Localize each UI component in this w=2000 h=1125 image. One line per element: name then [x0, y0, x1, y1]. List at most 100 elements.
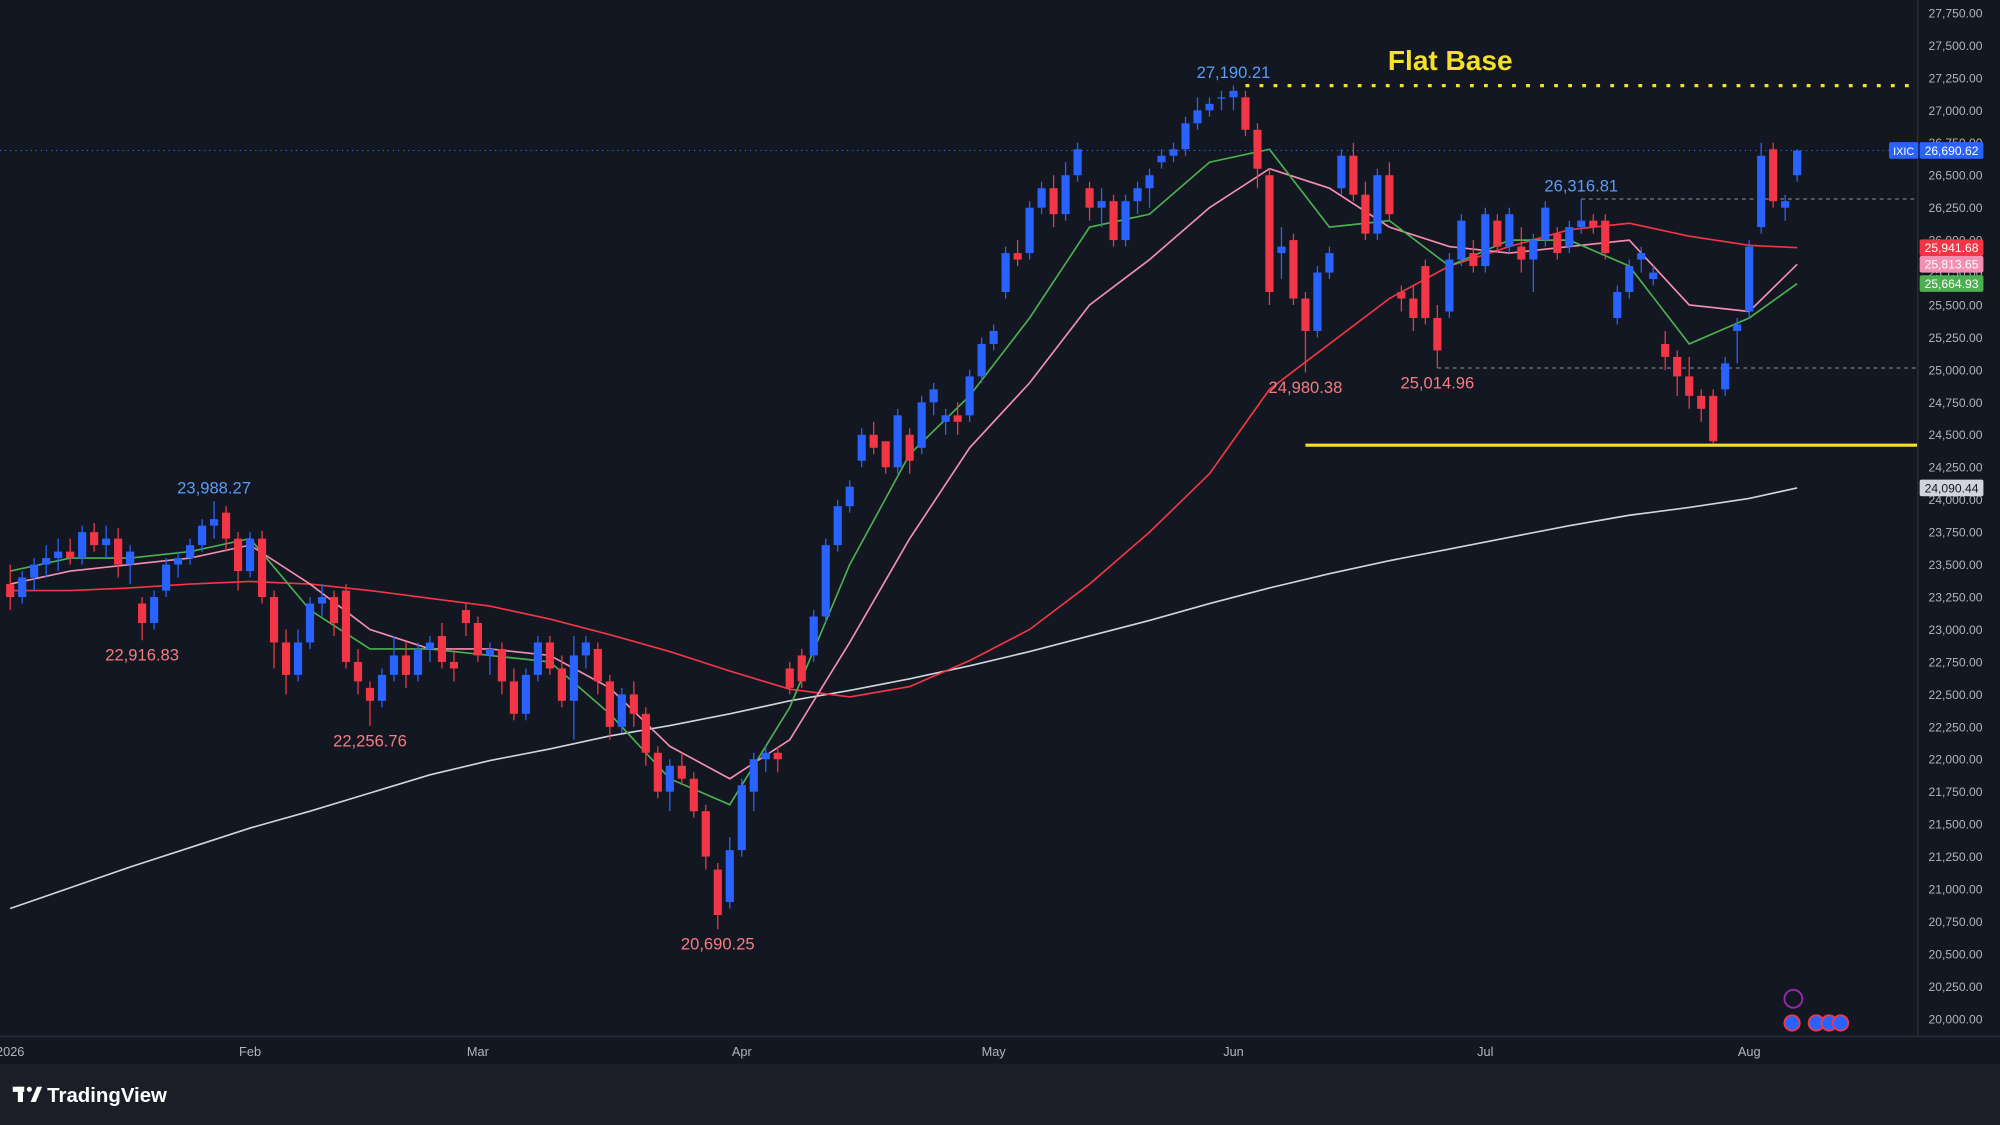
candle	[401, 642, 411, 688]
candle	[42, 545, 51, 578]
candle	[449, 648, 459, 682]
candle-body	[365, 687, 375, 701]
y-tick-label: 20,250.00	[1929, 980, 1983, 994]
candle	[1301, 292, 1310, 373]
candle	[989, 324, 998, 351]
price-tag	[1919, 275, 1984, 292]
y-tick-label: 24,500.00	[1929, 428, 1983, 442]
candle	[977, 337, 986, 383]
event-icon[interactable]	[1783, 1014, 1801, 1032]
candle-body	[305, 603, 315, 643]
symbol-tag	[1889, 142, 1919, 159]
y-tick-label: 27,250.00	[1929, 71, 1983, 85]
candle	[1277, 227, 1286, 280]
y-tick-label: 27,750.00	[1929, 6, 1983, 20]
candle-body	[833, 506, 842, 546]
candle-body	[269, 597, 279, 643]
candle	[581, 635, 590, 669]
candle-body	[162, 564, 171, 591]
y-tick-label: 22,750.00	[1929, 655, 1983, 669]
candle-body	[1469, 253, 1478, 267]
candle-body	[737, 785, 746, 851]
candle	[725, 837, 734, 909]
extreme-label: 23,988.27	[177, 479, 251, 498]
candle	[1637, 246, 1646, 273]
candle-body	[725, 850, 734, 903]
candle-body	[126, 551, 135, 565]
y-tick-label: 24,250.00	[1929, 461, 1983, 475]
candle	[1361, 181, 1370, 241]
candle	[186, 538, 195, 565]
candle	[1793, 149, 1802, 182]
candle-body	[1337, 155, 1346, 189]
candle-body	[1481, 214, 1490, 267]
candle	[1409, 285, 1418, 331]
candle-body	[497, 648, 506, 682]
candle-body	[1421, 266, 1430, 318]
x-tick-label: Apr	[732, 1044, 753, 1059]
candle-body	[1577, 220, 1586, 228]
candle	[293, 629, 303, 682]
extreme-label: 24,980.38	[1269, 378, 1343, 397]
candle-body	[665, 765, 674, 792]
symbol-tag-label: IXIC	[1893, 146, 1914, 158]
candle	[1109, 194, 1118, 247]
candle	[78, 525, 87, 565]
candle-body	[1181, 123, 1190, 150]
candle-body	[1265, 175, 1274, 293]
candle-body	[1385, 175, 1394, 215]
candle	[1013, 240, 1022, 267]
candle	[1709, 389, 1718, 444]
y-tick-label: 21,000.00	[1929, 883, 1983, 897]
candle-body	[1757, 155, 1766, 228]
candle	[1097, 188, 1106, 228]
candle-body	[1769, 149, 1778, 202]
candle-body	[1361, 194, 1370, 234]
candle	[437, 622, 447, 669]
candle-body	[233, 538, 243, 572]
event-icon[interactable]	[1831, 1014, 1850, 1032]
candle-body	[1097, 201, 1106, 208]
candle	[1349, 142, 1358, 202]
candle	[269, 590, 279, 669]
event-icon[interactable]	[1783, 988, 1804, 1009]
candle-body	[677, 765, 686, 779]
candle	[1253, 123, 1262, 189]
candle	[1289, 233, 1298, 306]
candle	[126, 545, 135, 585]
candle	[413, 642, 423, 682]
candle-body	[1277, 246, 1286, 254]
candle-body	[102, 538, 111, 546]
candle	[1181, 116, 1190, 156]
extreme-label: 25,014.96	[1400, 373, 1474, 392]
candle	[749, 752, 758, 812]
candle	[521, 668, 530, 721]
candle-body	[1121, 201, 1130, 241]
y-tick-label: 20,000.00	[1929, 1012, 1983, 1026]
candle-body	[641, 713, 650, 753]
candle-body	[461, 610, 471, 623]
candle	[1397, 285, 1406, 312]
candle	[785, 661, 794, 695]
candle-body	[1157, 155, 1166, 163]
candle	[833, 499, 842, 552]
candle-body	[1445, 259, 1454, 312]
candle	[54, 538, 63, 572]
candle-body	[1193, 110, 1202, 124]
candle-body	[1001, 253, 1010, 293]
candle-body	[1517, 246, 1526, 260]
candle-body	[749, 759, 758, 792]
extreme-label: 22,256.76	[333, 731, 407, 750]
candle-body	[485, 648, 494, 656]
candle-body	[821, 545, 830, 617]
candle	[1037, 181, 1046, 215]
candle	[1553, 227, 1562, 260]
candle-body	[245, 538, 255, 572]
candle-body	[1205, 103, 1214, 111]
candle	[533, 635, 542, 682]
candle-body	[689, 778, 698, 812]
candle-body	[1685, 376, 1694, 396]
candle	[761, 746, 770, 773]
candle	[1085, 181, 1094, 221]
